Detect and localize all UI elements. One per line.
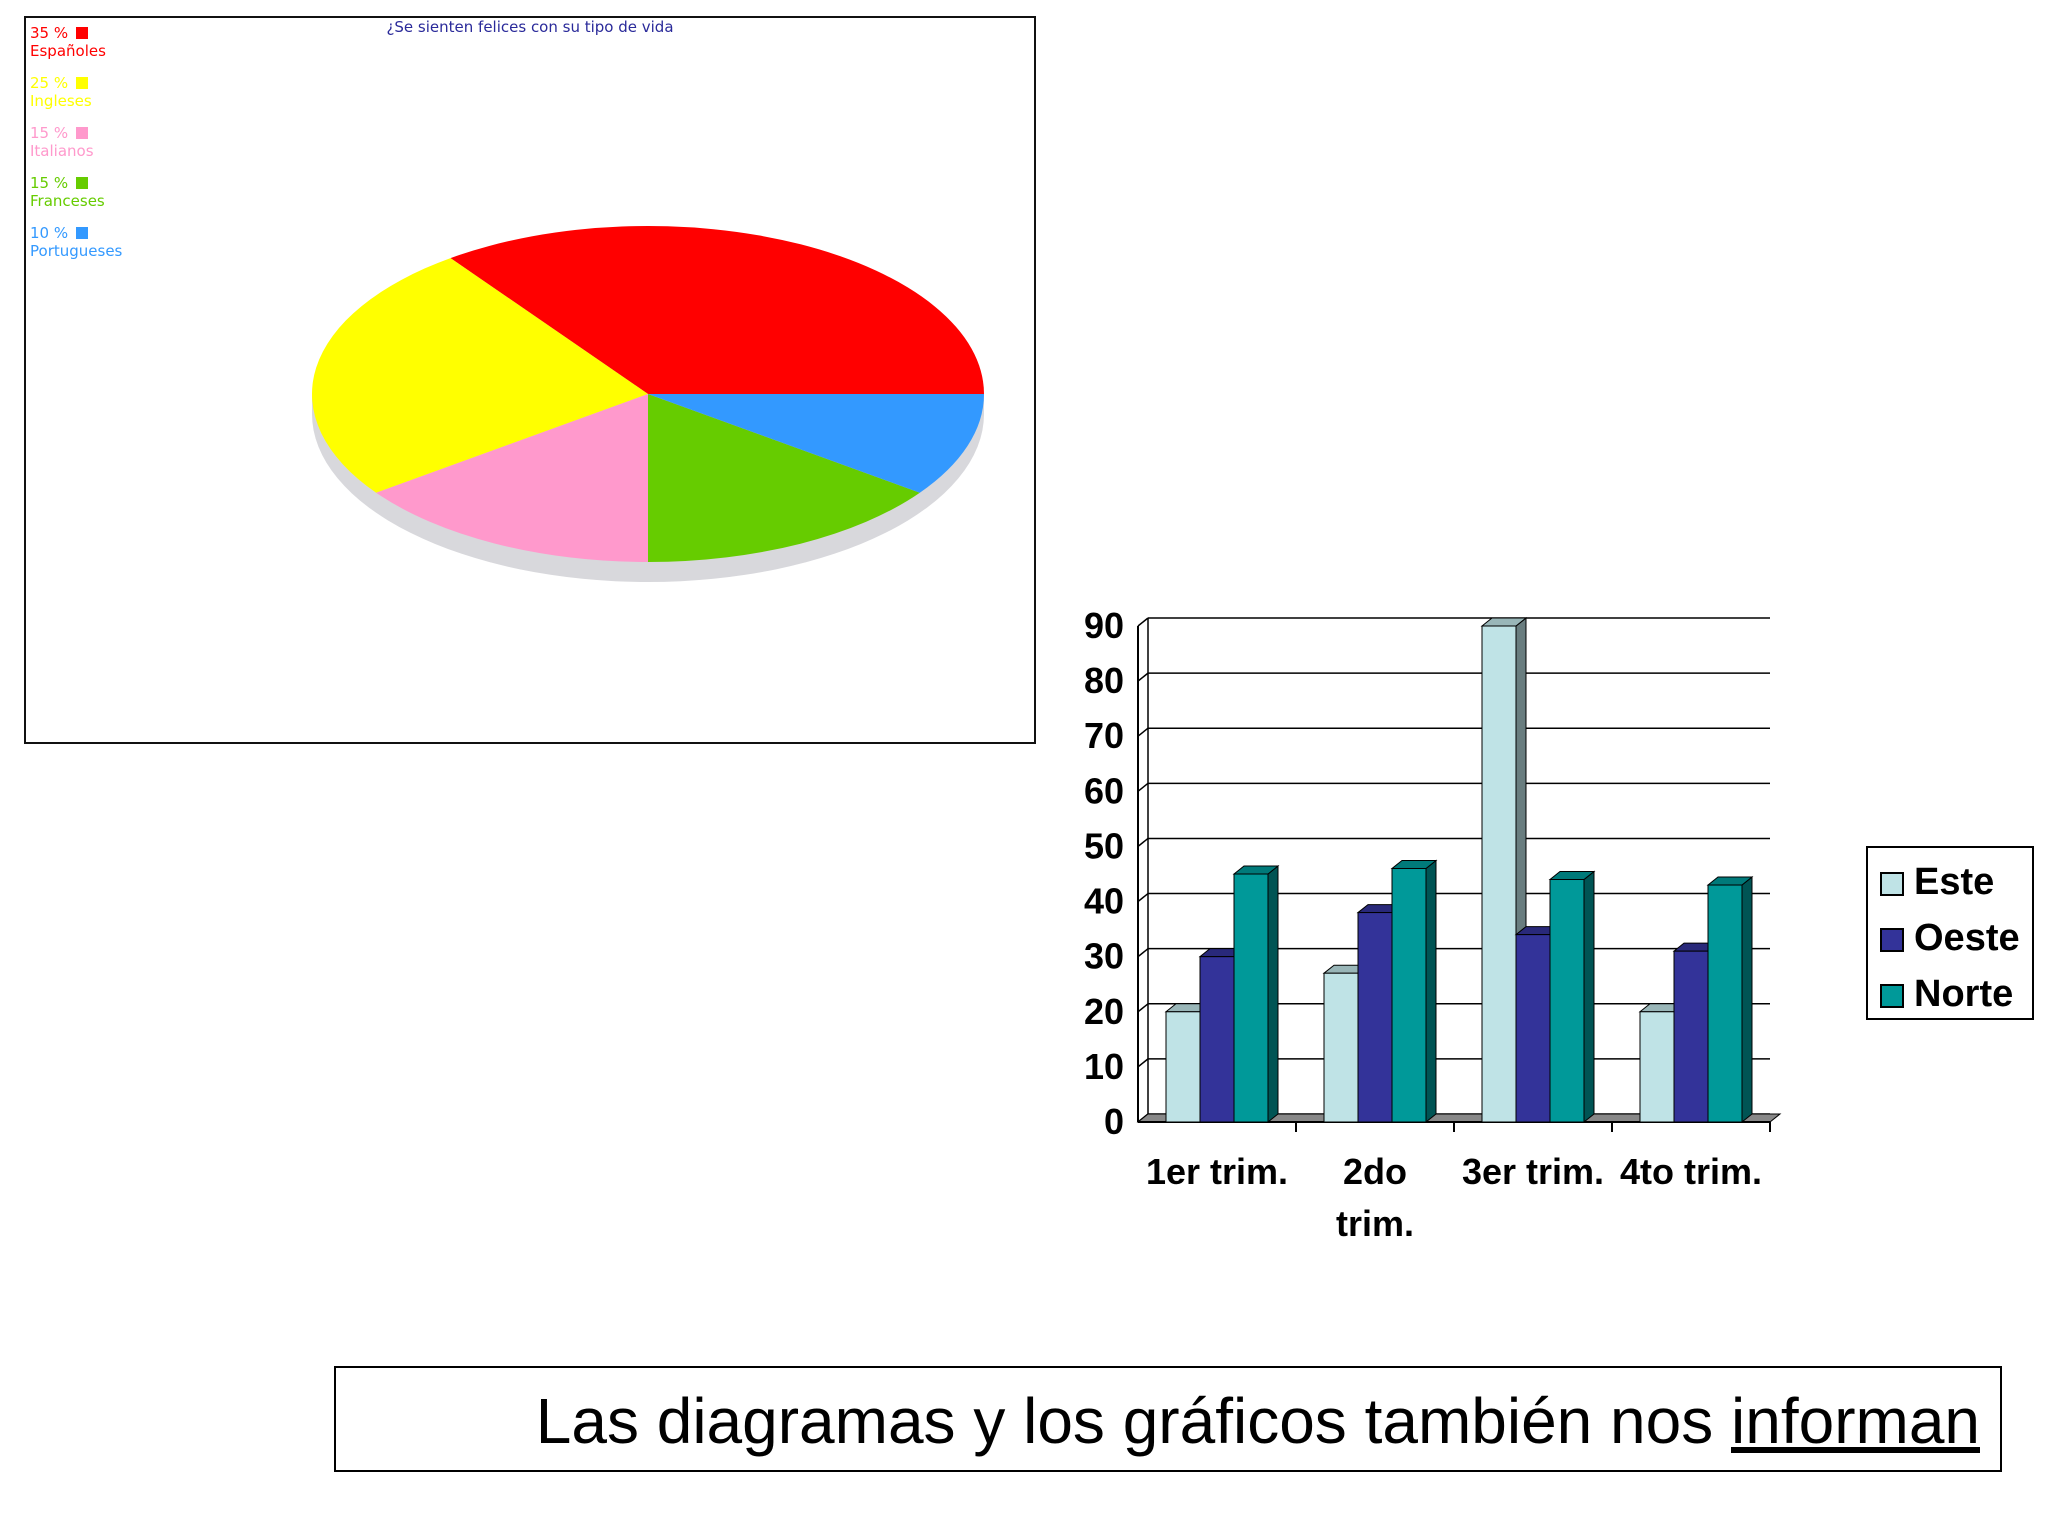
pie-slice-italianos (376, 394, 648, 562)
y-tick-label: 60 (1084, 770, 1124, 811)
bar-legend-item-este: Este (1880, 860, 1994, 904)
pie-legend-swatch (76, 27, 89, 39)
y-tick-label: 0 (1104, 1101, 1124, 1142)
x-category-label: 3er trim. (1462, 1151, 1604, 1192)
pie-legend-percent: 15 % (30, 124, 122, 142)
pie-legend-swatch (76, 77, 89, 89)
bar-legend: Este Oeste Norte (1866, 846, 2034, 1020)
pie-chart (312, 225, 984, 582)
y-tick-label: 70 (1084, 715, 1124, 756)
bar-legend-swatch (1880, 984, 1904, 1008)
bar-legend-swatch (1880, 928, 1904, 952)
pie-slice-portugueses (648, 394, 984, 493)
y-tick-label: 80 (1084, 660, 1124, 701)
bar-chart: 0 10 20 30 40 50 60 70 80 90 1er trim. 2do trim. 3er … (1084, 605, 1782, 1244)
pie-slice-españoles (450, 225, 984, 394)
bar-legend-item-norte: Norte (1880, 972, 2013, 1016)
pie-legend-percent: 10 % (30, 224, 122, 242)
gridline-side (1137, 617, 1149, 627)
gridline-side (1137, 1058, 1149, 1068)
y-tick-label: 10 (1084, 1046, 1124, 1087)
y-tick-label: 40 (1084, 881, 1124, 922)
pie-legend-label: Portugueses (30, 242, 123, 260)
caption-plain: Las diagramas y los gráficos también nos (535, 1385, 1731, 1457)
y-tick-label: 90 (1084, 605, 1124, 646)
pie-slice-franceses (648, 394, 920, 562)
pie-legend-percent: 25 % (30, 74, 122, 92)
gridline-side (1137, 727, 1149, 737)
bar-norte-2 (1390, 859, 1438, 1124)
gridline-side (1137, 672, 1149, 682)
pie-legend-entry: 10 % Portugueses (30, 224, 122, 260)
pie-legend: 35 % Españoles 25 % Ingleses 15 % Italia… (30, 24, 122, 274)
gridline-side (1137, 1003, 1149, 1013)
caption-text: Las diagramas y los gráficos también nos… (536, 1384, 1980, 1458)
pie-slice-ingleses (312, 258, 648, 493)
pie-chart-title: ¿Se sienten felices con su tipo de vida (386, 18, 674, 36)
y-tick-label: 50 (1084, 825, 1124, 866)
caption-underlined-word: informan (1731, 1385, 1980, 1457)
gridline-side (1137, 782, 1149, 792)
y-tick-label: 30 (1084, 936, 1124, 977)
gridline-side (1137, 837, 1149, 848)
pie-legend-entry: 15 % Italianos (30, 124, 122, 160)
bar-norte-3 (1548, 870, 1596, 1124)
pie-legend-swatch (76, 227, 89, 239)
bar-norte-4 (1706, 875, 1754, 1124)
bar-norte-1 (1232, 864, 1280, 1124)
pie-legend-entry: 15 % Franceses (30, 174, 122, 210)
pie-legend-label: Españoles (30, 42, 106, 60)
x-category-label: 4to trim. (1620, 1151, 1762, 1192)
pie-legend-swatch (76, 127, 89, 139)
pie-legend-entry: 35 % Españoles (30, 24, 122, 60)
gridline-side (1137, 892, 1149, 903)
y-tick-label: 20 (1084, 991, 1124, 1032)
pie-legend-label: Ingleses (30, 92, 92, 110)
pie-legend-label: Italianos (30, 142, 94, 160)
pie-legend-percent: 15 % (30, 174, 122, 192)
caption-box: Las diagramas y los gráficos también nos… (334, 1366, 2002, 1472)
bar-legend-swatch (1880, 872, 1904, 896)
pie-legend-label: Franceses (30, 192, 105, 210)
x-category-label: 1er trim. (1146, 1151, 1288, 1192)
pie-legend-percent: 35 % (30, 24, 122, 42)
gridline-side (1137, 948, 1149, 958)
pie-legend-swatch (76, 177, 89, 189)
bar-legend-item-oeste: Oeste (1880, 916, 2020, 960)
pie-legend-entry: 25 % Ingleses (30, 74, 122, 110)
pie-chart-panel: ¿Se sienten felices con su tipo de vida … (24, 16, 1036, 744)
x-category-label: 2do trim. (1336, 1151, 1414, 1244)
